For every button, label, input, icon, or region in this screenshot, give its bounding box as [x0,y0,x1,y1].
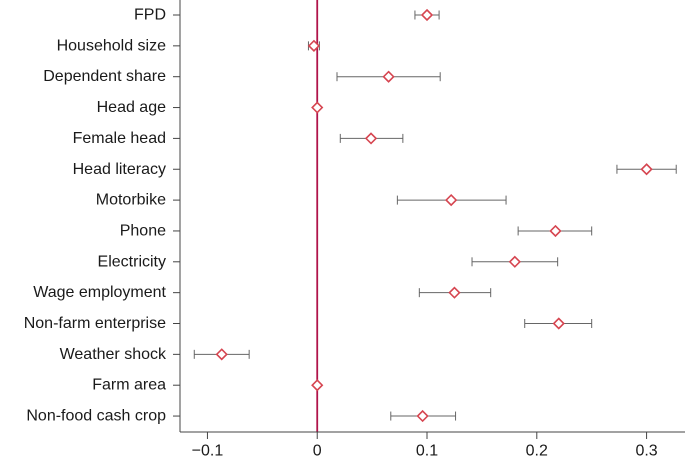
category-label: FPD [134,7,166,24]
marker-layer [215,8,653,423]
estimate-marker [445,193,458,207]
estimate-marker [307,39,321,52]
category-label: Farm area [92,377,166,394]
x-tick-label: 0.2 [526,443,548,460]
category-label: Phone [120,222,166,239]
category-label: Motorbike [96,192,166,209]
category-label: Household size [57,37,167,54]
estimate-marker [420,8,434,22]
x-tick-label: 0.1 [416,443,438,460]
x-tick-label: 0.3 [635,443,657,460]
estimate-marker [364,132,378,145]
estimate-marker [508,255,521,268]
estimate-marker [640,163,653,176]
x-tick-label: −0.1 [192,443,224,460]
category-label: Non-farm enterprise [24,315,166,332]
estimate-marker [311,101,324,114]
estimate-marker [215,348,228,361]
category-label: Female head [73,130,166,147]
estimate-marker [549,224,562,238]
category-label-layer: FPD Household size Dependent share Head age… [24,7,167,425]
category-label: Electricity [98,253,166,270]
category-label: Dependent share [43,68,166,85]
category-label: Head age [97,99,166,116]
estimate-marker [311,379,324,392]
category-label: Weather shock [60,346,167,363]
estimate-marker [382,70,395,83]
category-label: Head literacy [73,161,166,178]
estimate-marker [448,286,461,299]
x-tick-label: 0 [313,443,322,460]
errorbar-layer [193,10,677,421]
category-label: Wage employment [33,284,166,301]
category-label: Non-food cash crop [26,408,166,425]
estimate-marker [552,317,565,330]
estimate-marker [416,409,429,423]
axes-layer: −0.1 0 0.1 0.2 0.3 [173,0,685,460]
